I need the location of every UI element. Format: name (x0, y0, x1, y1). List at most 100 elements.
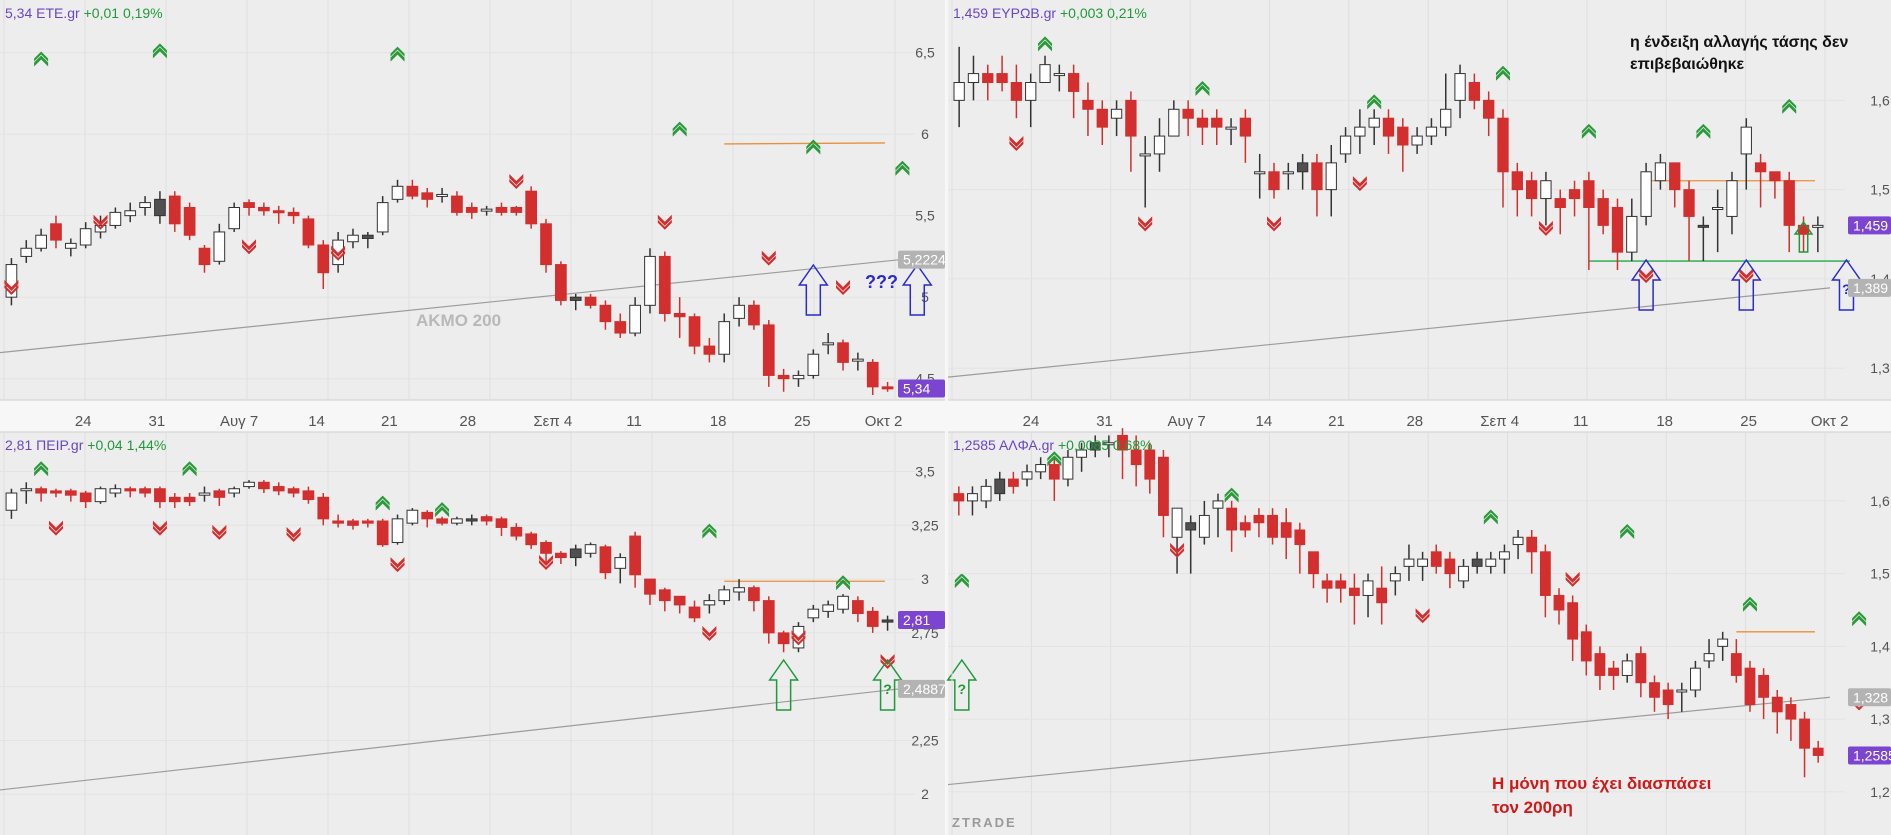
candle-body (1076, 449, 1087, 458)
candle-body (852, 600, 864, 615)
candle-body (658, 589, 671, 602)
candle-body (376, 520, 389, 546)
signal-down-icon (390, 557, 405, 569)
signal-down-icon (1352, 181, 1367, 192)
signal-down-icon (1352, 176, 1367, 188)
candle-body (1403, 558, 1415, 567)
candle-body (1597, 198, 1609, 226)
candle-body (391, 185, 404, 200)
header-symbol: ΕΥΡΩΒ.gr (991, 5, 1057, 21)
panel-divider (945, 0, 948, 835)
candle-body (436, 193, 448, 197)
ma200-line (0, 688, 901, 791)
candle-body (347, 520, 359, 526)
signal-up-icon (1696, 127, 1711, 139)
candle-body (1649, 682, 1660, 698)
candle-body (1568, 189, 1581, 200)
candle-body (1376, 587, 1388, 604)
candle-body (1239, 522, 1251, 531)
annotation-arrow-icon (797, 263, 829, 316)
candle-body (258, 207, 270, 212)
signal-down-icon (1267, 221, 1282, 232)
candle-body (1296, 162, 1309, 173)
last-price-label: 1,2585 (1853, 747, 1891, 763)
candle-body (495, 518, 508, 528)
candle-body (287, 211, 300, 217)
y-tick-label: 3 (921, 571, 929, 587)
x-tick-label: 24 (75, 413, 92, 430)
candle-body (332, 239, 344, 266)
candle-body (1039, 64, 1051, 84)
header-change-pct: 0,21% (1107, 5, 1147, 21)
candle-body (1740, 126, 1752, 155)
candle-body (1268, 171, 1280, 191)
signal-down-icon (4, 285, 19, 296)
candle-body (465, 207, 478, 213)
candle-body (1471, 558, 1483, 567)
signal-up-icon (1620, 524, 1635, 534)
candle-body (510, 207, 523, 213)
candle-body (688, 606, 701, 619)
candle-body (510, 526, 523, 537)
signal-up-icon (435, 506, 450, 518)
ma200-badge (1848, 278, 1891, 297)
candle-body (1526, 536, 1538, 553)
candle-body (792, 374, 805, 380)
candle-body (569, 296, 582, 301)
candle-body (1539, 551, 1551, 596)
candle-body (198, 492, 211, 496)
candle-body (1440, 108, 1452, 128)
y-tick-label: 1,5 (1870, 566, 1890, 582)
candle-body (1226, 507, 1238, 531)
signal-down-icon (761, 250, 776, 262)
annotation-question: ? (883, 681, 892, 697)
candle-body (406, 185, 419, 197)
x-tick-label: 21 (1328, 413, 1345, 430)
candle-body (64, 490, 77, 496)
candle-body (1171, 507, 1183, 538)
candle-body (361, 234, 374, 239)
candle-body (1225, 126, 1237, 130)
x-tick-label: Οκτ 2 (865, 413, 903, 430)
signal-up-icon (1224, 487, 1239, 498)
candle-body (213, 231, 226, 262)
signal-down-icon (1538, 220, 1553, 232)
candle-body (228, 488, 241, 494)
signal-up-icon (1581, 123, 1596, 134)
signal-down-icon (4, 280, 19, 292)
candle-body (302, 490, 315, 500)
signal-up-icon (152, 43, 167, 54)
candle-body (1812, 224, 1824, 228)
candle-body (1485, 558, 1497, 567)
panel-header-alfa: 1,2585 ΑΛΦΑ.gr +0,0085 0,68% (953, 437, 1153, 453)
signal-down-icon (836, 285, 851, 296)
signal-down-icon (1170, 542, 1185, 554)
candle-body (436, 518, 448, 524)
candle-body (139, 202, 151, 208)
candle-body (1411, 135, 1423, 146)
candle-body (451, 195, 463, 213)
candle-body (1511, 171, 1523, 191)
header-change: +0,0085 (1057, 437, 1109, 453)
candle-body (1669, 162, 1681, 191)
y-tick-label: 1,3 (1870, 711, 1890, 727)
candle-body (272, 210, 285, 214)
candle-body (1025, 82, 1037, 101)
candle-body (996, 73, 1008, 83)
candle-body (421, 511, 434, 520)
signal-down-icon (212, 529, 227, 540)
candle-body (852, 358, 864, 362)
candle-body (1525, 180, 1538, 200)
candle-body (1254, 171, 1266, 175)
candle-body (881, 386, 894, 390)
candle-body (748, 587, 760, 602)
x-tick-label: 25 (794, 413, 811, 430)
candle-body (807, 608, 820, 619)
candle-body (1594, 653, 1606, 676)
candle-body (1785, 704, 1797, 720)
last-price-label: 5,34 (903, 380, 930, 396)
candle-body (1325, 162, 1337, 191)
signal-up-icon (435, 502, 450, 513)
candle-body (762, 600, 775, 634)
